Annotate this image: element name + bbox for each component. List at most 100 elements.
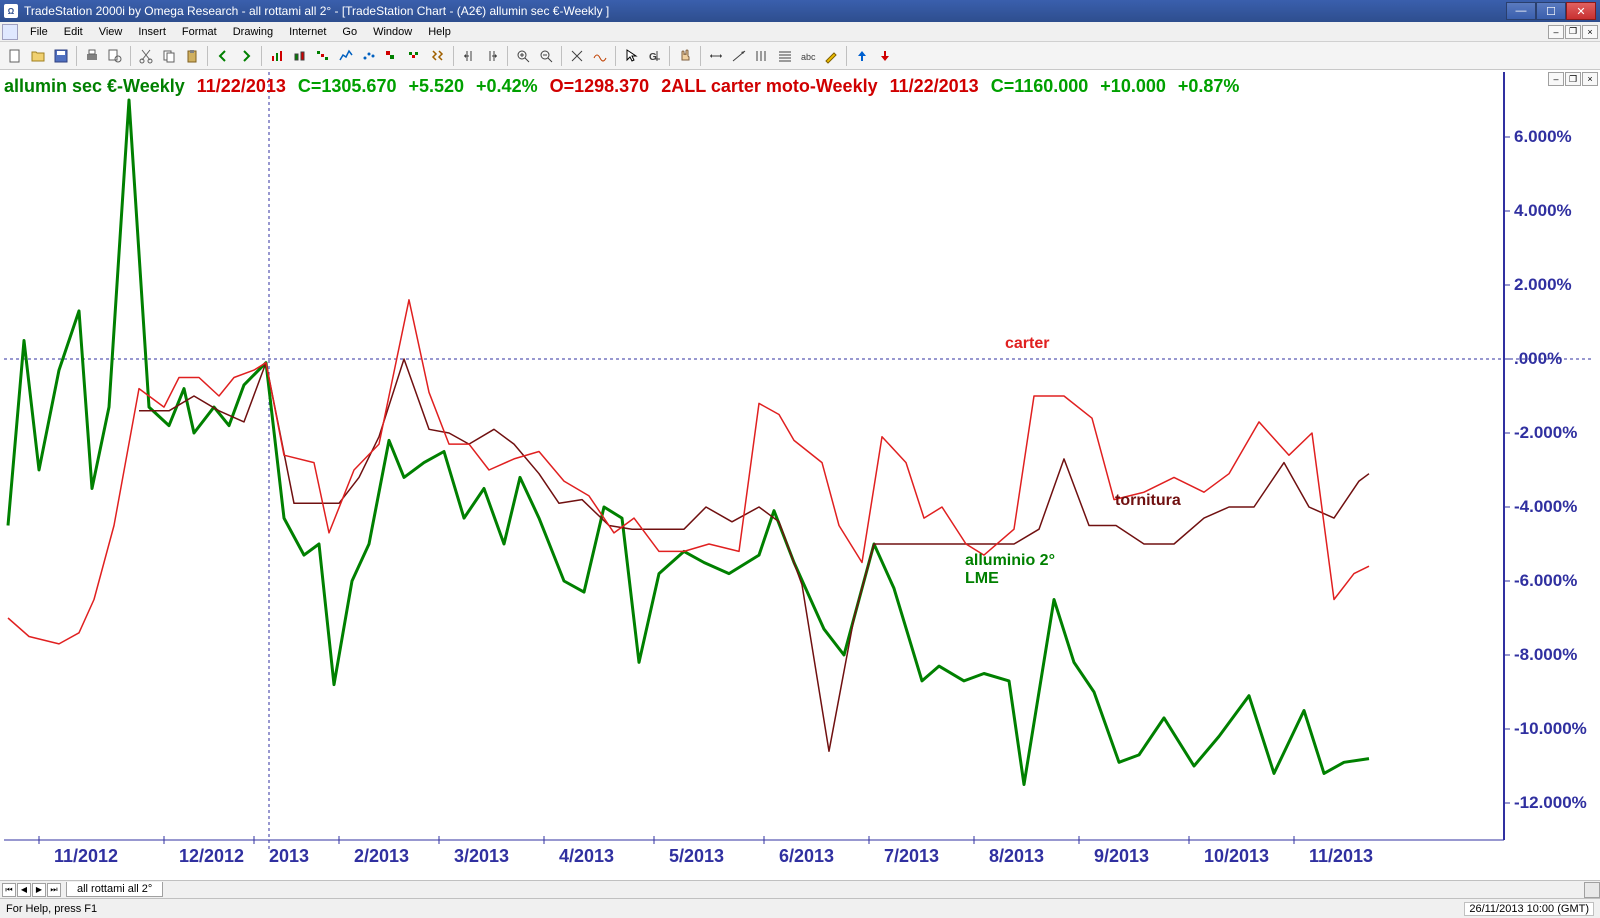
svg-text:4/2013: 4/2013 [559,846,614,866]
menu-go[interactable]: Go [334,26,365,38]
menu-insert[interactable]: Insert [130,26,174,38]
maximize-button[interactable]: ☐ [1536,2,1566,20]
cut-button[interactable] [135,45,157,67]
tools-button[interactable] [566,45,588,67]
svg-text:-12.000%: -12.000% [1514,793,1587,812]
chart-area[interactable]: allumin sec €-Weekly11/22/2013C=1305.670… [0,70,1600,880]
horizontal-scroll-thumb[interactable] [1584,882,1600,898]
chart-type-4-button[interactable] [335,45,357,67]
svg-text:2/2013: 2/2013 [354,846,409,866]
hand-button[interactable] [674,45,696,67]
chart-type-3-button[interactable] [312,45,334,67]
paste-button[interactable] [181,45,203,67]
mdi-minimize-button[interactable]: – [1548,25,1564,39]
subwindow-close-button[interactable]: × [1582,72,1598,86]
menu-window[interactable]: Window [365,26,420,38]
global-cursor-button[interactable]: G [643,45,665,67]
chart-type-5-button[interactable] [358,45,380,67]
minimize-button[interactable]: — [1506,2,1536,20]
status-bar: For Help, press F1 26/11/2013 10:00 (GMT… [0,898,1600,918]
header-value: 11/22/2013 [197,76,286,96]
chart-svg[interactable]: 6.000% 4.000% 2.000% .000% -2.000% -4.000% -6.… [0,70,1600,880]
chart-type-7-button[interactable] [404,45,426,67]
channel-button[interactable] [751,45,773,67]
tab-prev-button[interactable]: ◀ [17,883,31,897]
menu-format[interactable]: Format [174,26,225,38]
trend-line-button[interactable] [728,45,750,67]
chart-type-6-button[interactable] [381,45,403,67]
new-button[interactable] [4,45,26,67]
menu-help[interactable]: Help [420,26,459,38]
menu-internet[interactable]: Internet [281,26,334,38]
subwindow-minimize-button[interactable]: – [1548,72,1564,86]
svg-text:2.000%: 2.000% [1514,275,1572,294]
save-button[interactable] [50,45,72,67]
svg-text:4.000%: 4.000% [1514,201,1572,220]
text-tool-button[interactable]: abc [797,45,819,67]
menu-drawing[interactable]: Drawing [225,26,281,38]
svg-text:-8.000%: -8.000% [1514,645,1577,664]
workspace-tab[interactable]: all rottami all 2° [66,882,163,897]
forward-button[interactable] [235,45,257,67]
header-value: 2ALL carter moto-Weekly [661,76,877,96]
mdi-restore-button[interactable]: ❐ [1565,25,1581,39]
indicators-button[interactable] [589,45,611,67]
svg-text:9/2013: 9/2013 [1094,846,1149,866]
tab-first-button[interactable]: ⏮ [2,883,16,897]
svg-text:LME: LME [965,570,999,587]
copy-button[interactable] [158,45,180,67]
back-button[interactable] [212,45,234,67]
status-help-text: For Help, press F1 [6,903,97,915]
bars-left-button[interactable] [458,45,480,67]
tab-bar: ⏮ ◀ ▶ ⏭ all rottami all 2° [0,880,1600,898]
status-time: 26/11/2013 10:00 (GMT) [1464,902,1594,916]
svg-text:carter: carter [1005,335,1049,352]
header-value: 11/22/2013 [890,76,979,96]
chart-type-1-button[interactable] [266,45,288,67]
svg-text:-2.000%: -2.000% [1514,423,1577,442]
print-preview-button[interactable] [104,45,126,67]
svg-text:10/2013: 10/2013 [1204,846,1269,866]
chart-type-8-button[interactable] [427,45,449,67]
svg-text:11/2012: 11/2012 [54,846,118,866]
print-button[interactable] [81,45,103,67]
open-button[interactable] [27,45,49,67]
title-bar: Ω TradeStation 2000i by Omega Research -… [0,0,1600,22]
app-icon: Ω [4,4,18,18]
svg-text:abc: abc [801,52,816,62]
bars-right-button[interactable] [481,45,503,67]
up-arrow-button[interactable] [851,45,873,67]
svg-text:G: G [649,52,657,63]
subwindow-restore-button[interactable]: ❐ [1565,72,1581,86]
svg-text:-6.000%: -6.000% [1514,571,1577,590]
header-value: +5.520 [408,76,464,96]
menu-view[interactable]: View [91,26,131,38]
zoom-out-button[interactable] [535,45,557,67]
chart-header: allumin sec €-Weekly11/22/2013C=1305.670… [4,76,1251,97]
menu-edit[interactable]: Edit [56,26,91,38]
mdi-close-button[interactable]: × [1582,25,1598,39]
mdi-document-icon[interactable] [2,24,18,40]
svg-text:alluminio 2°: alluminio 2° [965,552,1055,569]
menu-file[interactable]: File [22,26,56,38]
svg-text:6/2013: 6/2013 [779,846,834,866]
draw-tool-button[interactable] [820,45,842,67]
svg-text:-10.000%: -10.000% [1514,719,1587,738]
svg-text:-4.000%: -4.000% [1514,497,1577,516]
zoom-in-button[interactable] [512,45,534,67]
horizontal-line-button[interactable] [705,45,727,67]
chart-type-2-button[interactable] [289,45,311,67]
menu-bar: FileEditViewInsertFormatDrawingInternetG… [0,22,1600,42]
fib-button[interactable] [774,45,796,67]
pointer-button[interactable] [620,45,642,67]
tab-next-button[interactable]: ▶ [32,883,46,897]
svg-text:3/2013: 3/2013 [454,846,509,866]
tab-last-button[interactable]: ⏭ [47,883,61,897]
toolbar: G abc [0,42,1600,70]
svg-text:8/2013: 8/2013 [989,846,1044,866]
down-arrow-button[interactable] [874,45,896,67]
header-value: O=1298.370 [550,76,650,96]
svg-text:6.000%: 6.000% [1514,127,1572,146]
close-button[interactable]: ✕ [1566,2,1596,20]
svg-text:.000%: .000% [1514,349,1562,368]
